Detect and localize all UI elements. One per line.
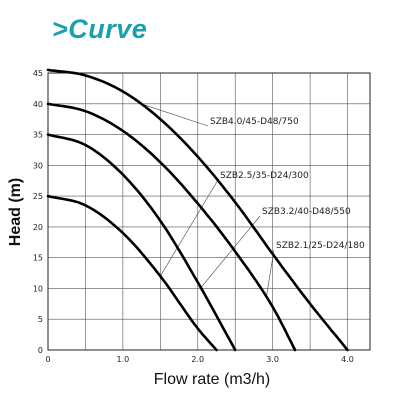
x-tick-label: 1.0 bbox=[117, 355, 130, 364]
leader-layer bbox=[141, 103, 275, 297]
series-line bbox=[46, 68, 349, 352]
annotation-leader bbox=[160, 179, 219, 277]
curve-annotation: SZB3.2/40-D48/550 bbox=[262, 207, 351, 217]
y-tick-label: 35 bbox=[33, 131, 43, 140]
annotation-leader bbox=[200, 215, 261, 288]
y-tick-label: 5 bbox=[38, 315, 43, 324]
y-tick-label: 40 bbox=[33, 100, 43, 109]
curve-layer bbox=[46, 68, 349, 352]
series-line bbox=[46, 102, 297, 352]
y-tick-label: 15 bbox=[33, 254, 43, 263]
x-tick-label: 3.0 bbox=[266, 355, 279, 364]
y-tick-label: 20 bbox=[33, 223, 43, 232]
annotation-leader bbox=[266, 249, 275, 297]
annotation-layer: SZB4.0/45-D48/750 SZB2.5/35-D24/300 SZB3.2… bbox=[210, 117, 365, 251]
curve-annotation: SZB4.0/45-D48/750 bbox=[210, 117, 299, 127]
series-line bbox=[46, 133, 237, 352]
tick-layer: 0 1.0 2.0 3.0 4.0 0 5 10 15 20 25 30 35 40 45 bbox=[33, 69, 354, 364]
section-heading: >Curve bbox=[52, 14, 148, 44]
plot-frame bbox=[47, 72, 371, 351]
x-tick-label: 4.0 bbox=[341, 355, 354, 364]
series-line bbox=[46, 194, 218, 352]
annotation-leader bbox=[141, 103, 209, 127]
curve-annotation: SZB2.1/25-D24/180 bbox=[276, 241, 365, 251]
y-tick-label: 30 bbox=[33, 161, 43, 170]
y-tick-label: 25 bbox=[33, 192, 43, 201]
x-tick-label: 2.0 bbox=[191, 355, 204, 364]
x-axis-title: Flow rate (m3/h) bbox=[154, 371, 270, 388]
y-tick-label: 10 bbox=[33, 284, 43, 293]
y-tick-label: 45 bbox=[33, 69, 43, 78]
x-tick-label: 0 bbox=[45, 355, 50, 364]
y-tick-label: 0 bbox=[38, 346, 43, 355]
curve-annotation: SZB2.5/35-D24/300 bbox=[220, 171, 309, 181]
y-axis-title: Head (m) bbox=[7, 178, 24, 246]
